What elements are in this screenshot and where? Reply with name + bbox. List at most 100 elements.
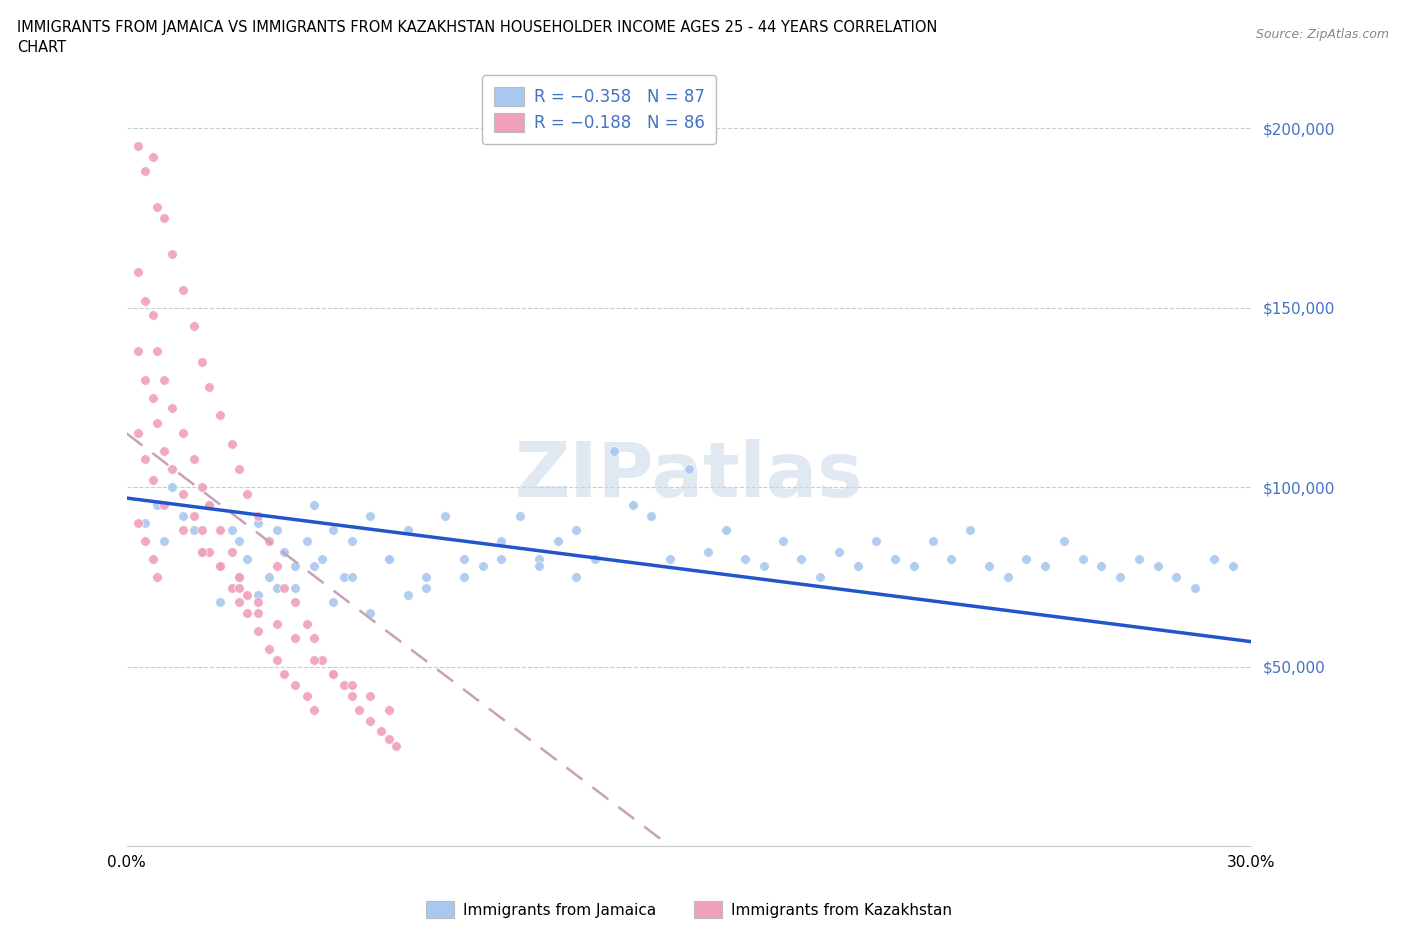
Point bbox=[284, 559, 307, 574]
Point bbox=[340, 677, 363, 692]
Point bbox=[565, 523, 588, 538]
Point bbox=[322, 667, 344, 682]
Point bbox=[145, 498, 167, 512]
Point bbox=[228, 569, 250, 584]
Point bbox=[209, 559, 232, 574]
Point bbox=[311, 652, 333, 667]
Point bbox=[396, 588, 419, 603]
Point bbox=[134, 293, 156, 308]
Point bbox=[246, 588, 269, 603]
Point bbox=[266, 559, 288, 574]
Point bbox=[198, 544, 221, 559]
Point bbox=[565, 569, 588, 584]
Point bbox=[302, 702, 325, 717]
Point bbox=[491, 534, 513, 549]
Point bbox=[1166, 569, 1188, 584]
Point bbox=[209, 594, 232, 609]
Point bbox=[160, 401, 183, 416]
Point bbox=[1071, 551, 1094, 566]
Point bbox=[378, 551, 401, 566]
Point bbox=[1202, 551, 1225, 566]
Point bbox=[415, 569, 437, 584]
Point bbox=[434, 509, 457, 524]
Point bbox=[333, 677, 356, 692]
Point bbox=[359, 688, 381, 703]
Point bbox=[228, 462, 250, 477]
Point bbox=[235, 605, 257, 620]
Point bbox=[322, 594, 344, 609]
Point bbox=[160, 246, 183, 261]
Point bbox=[153, 498, 176, 512]
Point bbox=[941, 551, 963, 566]
Point bbox=[190, 480, 212, 495]
Point bbox=[884, 551, 907, 566]
Point bbox=[1090, 559, 1112, 574]
Point bbox=[284, 631, 307, 645]
Point bbox=[145, 200, 167, 215]
Point bbox=[142, 551, 165, 566]
Point bbox=[527, 551, 550, 566]
Point bbox=[603, 444, 626, 458]
Point bbox=[527, 559, 550, 574]
Point bbox=[209, 559, 232, 574]
Point bbox=[183, 318, 205, 333]
Point bbox=[228, 534, 250, 549]
Point bbox=[302, 652, 325, 667]
Point bbox=[696, 544, 718, 559]
Point bbox=[153, 210, 176, 225]
Point bbox=[160, 480, 183, 495]
Point bbox=[134, 164, 156, 179]
Point bbox=[322, 523, 344, 538]
Point bbox=[134, 372, 156, 387]
Point bbox=[322, 667, 344, 682]
Point bbox=[284, 677, 307, 692]
Point bbox=[183, 509, 205, 524]
Point bbox=[134, 516, 156, 531]
Point bbox=[246, 605, 269, 620]
Point bbox=[190, 354, 212, 369]
Point bbox=[1015, 551, 1038, 566]
Text: IMMIGRANTS FROM JAMAICA VS IMMIGRANTS FROM KAZAKHSTAN HOUSEHOLDER INCOME AGES 25: IMMIGRANTS FROM JAMAICA VS IMMIGRANTS FR… bbox=[17, 20, 938, 35]
Point bbox=[772, 534, 794, 549]
Point bbox=[385, 738, 408, 753]
Point bbox=[134, 451, 156, 466]
Point bbox=[453, 551, 475, 566]
Point bbox=[977, 559, 1000, 574]
Point bbox=[127, 139, 149, 153]
Point bbox=[1128, 551, 1150, 566]
Text: CHART: CHART bbox=[17, 40, 66, 55]
Point bbox=[865, 534, 887, 549]
Point bbox=[359, 509, 381, 524]
Point bbox=[209, 559, 232, 574]
Point bbox=[257, 642, 280, 657]
Point bbox=[142, 308, 165, 323]
Point bbox=[160, 462, 183, 477]
Point bbox=[370, 724, 392, 738]
Legend: Immigrants from Jamaica, Immigrants from Kazakhstan: Immigrants from Jamaica, Immigrants from… bbox=[418, 892, 960, 927]
Point bbox=[903, 559, 925, 574]
Point bbox=[235, 551, 257, 566]
Point bbox=[246, 516, 269, 531]
Point bbox=[172, 523, 194, 538]
Point bbox=[621, 498, 644, 512]
Point bbox=[284, 594, 307, 609]
Point bbox=[228, 594, 250, 609]
Point bbox=[1146, 559, 1168, 574]
Point bbox=[1222, 559, 1244, 574]
Point bbox=[127, 426, 149, 441]
Point bbox=[198, 379, 221, 394]
Point bbox=[142, 390, 165, 405]
Text: Source: ZipAtlas.com: Source: ZipAtlas.com bbox=[1256, 28, 1389, 41]
Point bbox=[808, 569, 831, 584]
Point bbox=[471, 559, 494, 574]
Point bbox=[311, 551, 333, 566]
Point bbox=[340, 688, 363, 703]
Point bbox=[153, 372, 176, 387]
Point bbox=[295, 688, 318, 703]
Point bbox=[183, 523, 205, 538]
Point bbox=[333, 569, 356, 584]
Point bbox=[295, 617, 318, 631]
Point bbox=[172, 283, 194, 298]
Point bbox=[547, 534, 569, 549]
Point bbox=[491, 551, 513, 566]
